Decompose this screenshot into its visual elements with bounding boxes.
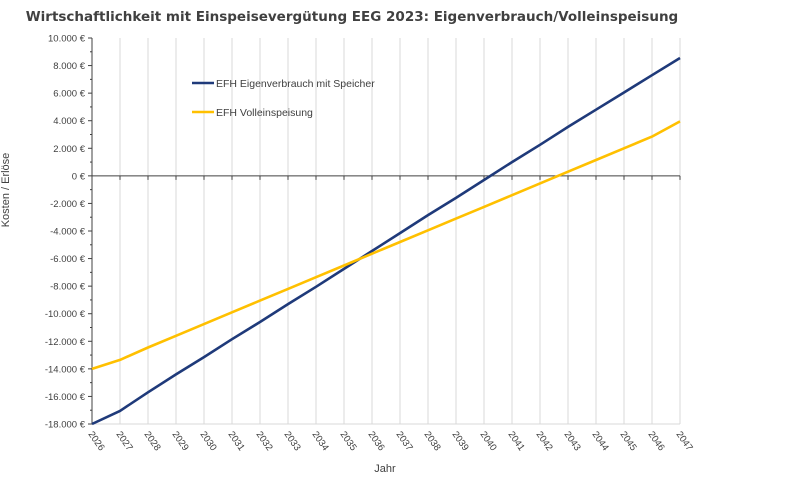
x-tick-label: 2035 <box>338 429 359 453</box>
legend: EFH Eigenverbrauch mit Speicher EFH Volle… <box>192 78 375 119</box>
x-tick-label: 2036 <box>366 429 387 453</box>
axes <box>91 38 680 425</box>
y-tick-label: 10.000 € <box>48 34 86 45</box>
x-tick-label: 2047 <box>674 429 695 453</box>
legend-label: EFH Volleinspeisung <box>216 107 313 119</box>
x-tick-label: 2046 <box>646 429 667 453</box>
y-axis-title: Kosten / Erlöse <box>0 153 12 228</box>
y-tick-label: 2.000 € <box>53 144 85 155</box>
y-tick-label: 0 € <box>72 171 86 182</box>
y-tick-label: 4.000 € <box>53 116 85 127</box>
x-tick-label: 2041 <box>506 429 527 453</box>
series-lines <box>91 56 681 426</box>
x-tick-label: 2043 <box>562 429 583 453</box>
x-tick-label: 2028 <box>142 429 163 453</box>
y-tick-label: -10.000 € <box>45 309 86 320</box>
chart-title: Wirtschaftlichkeit mit Einspeisevergütun… <box>26 9 678 25</box>
x-tick-label: 2026 <box>86 429 107 453</box>
x-tick-label: 2030 <box>198 429 219 453</box>
grid <box>91 38 681 424</box>
x-tick-label: 2027 <box>114 429 135 453</box>
x-tick-label: 2034 <box>310 429 331 453</box>
x-tick-label: 2045 <box>618 429 639 453</box>
y-tick-label: -12.000 € <box>45 337 86 348</box>
y-tick-label: -2.000 € <box>50 199 86 210</box>
y-tick-label: 8.000 € <box>53 61 85 72</box>
x-tick-label: 2032 <box>254 429 275 453</box>
y-tick-label: 6.000 € <box>53 89 85 100</box>
x-tick-label: 2029 <box>170 429 191 453</box>
x-tick-label: 2039 <box>450 429 471 453</box>
x-tick-label: 2040 <box>478 429 499 453</box>
y-tick-labels: 10.000 € 8.000 € 6.000 € 4.000 € 2.000 € 0 € -… <box>45 34 92 431</box>
x-tick-label: 2038 <box>422 429 443 453</box>
x-tick-label: 2044 <box>590 429 611 453</box>
y-tick-label: -6.000 € <box>50 254 86 265</box>
y-tick-label: -8.000 € <box>50 282 86 293</box>
x-tick-label: 2037 <box>394 429 415 453</box>
y-tick-label: -14.000 € <box>45 364 86 375</box>
y-tick-label: -18.000 € <box>45 420 86 431</box>
x-tick-label: 2031 <box>226 429 247 453</box>
y-tick-label: -4.000 € <box>50 227 86 238</box>
x-tick-label: 2042 <box>534 429 555 453</box>
legend-label: EFH Eigenverbrauch mit Speicher <box>216 78 375 90</box>
x-tick-label: 2033 <box>282 429 303 453</box>
x-axis-title: Jahr <box>374 463 396 475</box>
series-line <box>91 120 681 371</box>
series-line <box>91 56 681 426</box>
y-tick-label: -16.000 € <box>45 392 86 403</box>
x-tick-labels: 2026 2027 2028 2029 2030 2031 2032 2033 2034 2035… <box>86 175 695 453</box>
